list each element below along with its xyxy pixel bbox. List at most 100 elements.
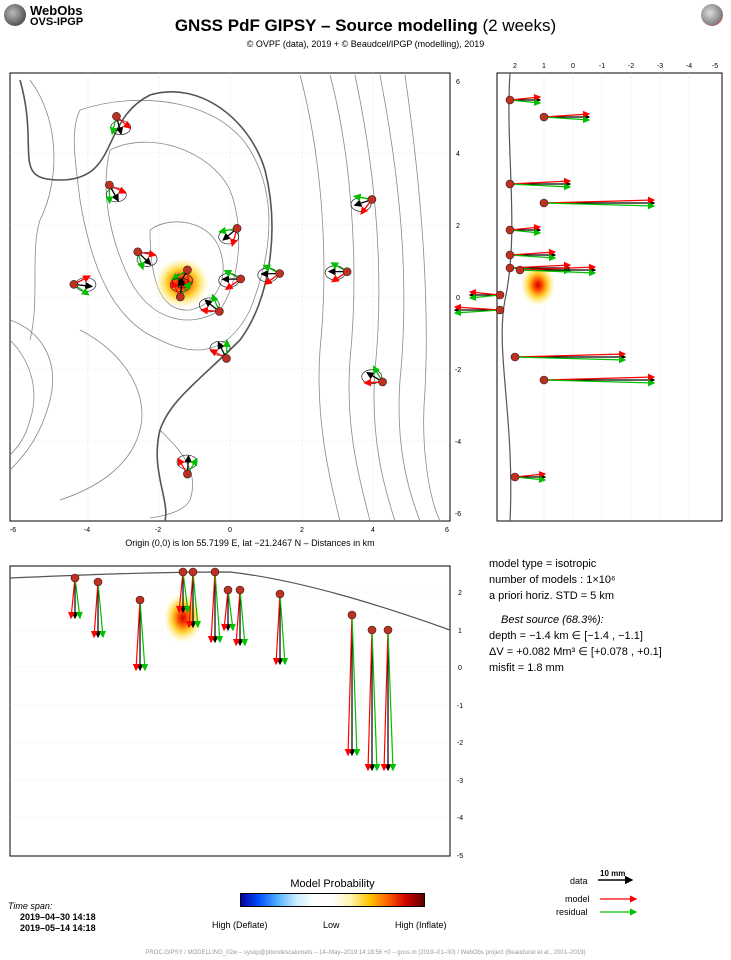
displacement-arrow bbox=[344, 614, 353, 757]
svg-text:-4: -4 bbox=[84, 527, 90, 534]
svg-text:-5: -5 bbox=[712, 63, 718, 70]
map-contours bbox=[9, 74, 441, 522]
station-marker bbox=[93, 577, 103, 587]
svg-text:2: 2 bbox=[513, 63, 517, 70]
svg-text:-4: -4 bbox=[455, 439, 461, 446]
page-title: GNSS PdF GIPSY – Source modelling (2 wee… bbox=[0, 16, 731, 36]
displacement-arrow bbox=[371, 629, 381, 772]
displacement-arrow bbox=[543, 373, 656, 381]
station-marker bbox=[347, 610, 357, 620]
logo-line2: OVS-IPGP bbox=[30, 16, 84, 28]
legend-scale-label: 10 mm bbox=[600, 869, 626, 878]
svg-text:2: 2 bbox=[458, 590, 462, 597]
legend-data-label: data bbox=[570, 876, 588, 886]
probability-inflate-label: High (Inflate) bbox=[395, 920, 447, 930]
displacement-arrow bbox=[519, 263, 597, 271]
svg-text:1: 1 bbox=[458, 628, 462, 635]
displacement-arrow bbox=[453, 309, 501, 317]
displacement-arrow bbox=[74, 577, 83, 620]
displacement-arrow bbox=[509, 254, 557, 262]
displacement-arrow bbox=[509, 94, 542, 102]
displacement-arrow bbox=[227, 589, 236, 632]
displacement-arrow bbox=[519, 269, 597, 277]
station-marker bbox=[505, 95, 515, 105]
svg-text:-6: -6 bbox=[455, 511, 461, 518]
displacement-arrow bbox=[509, 177, 572, 185]
station-marker bbox=[275, 269, 284, 278]
station-marker bbox=[232, 224, 242, 233]
svg-text:-3: -3 bbox=[457, 778, 463, 785]
displacement-arrow bbox=[68, 577, 76, 620]
displacement-arrow bbox=[90, 581, 99, 639]
time-span-label: Time span: bbox=[8, 901, 53, 911]
displacement-arrow bbox=[185, 571, 194, 629]
svg-text:4: 4 bbox=[371, 527, 375, 534]
title-main: GNSS PdF GIPSY – Source modelling bbox=[174, 16, 478, 35]
displacement-arrow bbox=[387, 629, 397, 772]
svg-text:-2: -2 bbox=[457, 740, 463, 747]
station-marker bbox=[210, 567, 220, 577]
displacement-arrow bbox=[509, 183, 572, 191]
svg-text:0: 0 bbox=[458, 665, 462, 672]
displacement-arrow bbox=[192, 571, 202, 629]
displacement-arrow bbox=[272, 593, 281, 666]
legend-residual-label: residual bbox=[556, 907, 588, 917]
legend-model-label: model bbox=[565, 894, 590, 904]
svg-text:4: 4 bbox=[456, 151, 460, 158]
displacement-arrow bbox=[453, 303, 501, 311]
error-ellipse bbox=[136, 252, 158, 267]
displacement-arrow bbox=[514, 350, 627, 358]
station-marker bbox=[275, 589, 285, 599]
svg-text:-4: -4 bbox=[686, 63, 692, 70]
map-panel: -6 -4 -2 0 2 4 6 6 4 2 0 -2 -4 -6 bbox=[9, 72, 461, 534]
svg-text:6: 6 bbox=[456, 79, 460, 86]
probability-deflate-label: High (Deflate) bbox=[212, 920, 268, 930]
probability-low-label: Low bbox=[323, 920, 340, 930]
station-marker bbox=[188, 567, 198, 577]
webobs-logo: WebObs OVS-IPGP bbox=[4, 3, 94, 31]
svg-text:-3: -3 bbox=[657, 63, 663, 70]
station-marker bbox=[539, 375, 549, 385]
station-marker bbox=[495, 290, 505, 300]
title-period: (2 weeks) bbox=[477, 16, 557, 35]
displacement-arrow bbox=[509, 224, 542, 232]
ew-section-panel: 2 1 0 -1 -2 -3 -4 -5 bbox=[9, 565, 463, 860]
model-type: model type = isotropic bbox=[489, 558, 597, 570]
displacement-arrow bbox=[543, 116, 591, 124]
time-span-end: 2019–05–14 14:18 bbox=[20, 923, 96, 933]
station-marker bbox=[69, 280, 79, 289]
best-source-title: Best source (68.3%): bbox=[501, 614, 604, 626]
svg-text:2: 2 bbox=[456, 223, 460, 230]
station-marker bbox=[105, 180, 114, 190]
ipgp-logo-icon bbox=[701, 4, 723, 26]
displacement-arrow bbox=[132, 599, 141, 672]
station-marker bbox=[510, 352, 520, 362]
displacement-arrow bbox=[279, 593, 289, 666]
station-marker bbox=[70, 573, 80, 583]
displacement-arrow bbox=[380, 629, 389, 772]
station-marker bbox=[515, 265, 525, 275]
station-marker bbox=[539, 198, 549, 208]
station-marker bbox=[112, 112, 121, 121]
station-marker bbox=[378, 377, 387, 387]
error-ellipse bbox=[361, 369, 383, 385]
svg-text:-6: -6 bbox=[10, 527, 16, 534]
svg-text:-2: -2 bbox=[628, 63, 634, 70]
svg-text:0: 0 bbox=[571, 63, 575, 70]
probability-colorbar bbox=[240, 893, 425, 907]
station-marker bbox=[342, 267, 352, 277]
displacement-arrow bbox=[543, 196, 656, 204]
best-depth: depth = −1.4 km ∈ [−1.4 , −1.1] bbox=[489, 630, 643, 642]
station-marker bbox=[135, 595, 145, 605]
station-marker bbox=[367, 195, 377, 204]
time-span-start: 2019–04–30 14:18 bbox=[20, 912, 96, 922]
map-coast bbox=[19, 79, 273, 522]
displacement-arrow bbox=[468, 289, 501, 297]
footer: PROC.GIPSY / MODELLING_02w – sysop@piton… bbox=[145, 950, 586, 956]
misfit: misfit = 1.8 mm bbox=[489, 662, 564, 674]
station-marker bbox=[223, 585, 233, 595]
station-marker bbox=[505, 263, 515, 273]
best-volume: ΔV = +0.082 Mm³ ∈ [+0.078 , +0.1] bbox=[489, 646, 662, 658]
station-marker bbox=[235, 585, 245, 595]
station-marker bbox=[183, 469, 192, 479]
